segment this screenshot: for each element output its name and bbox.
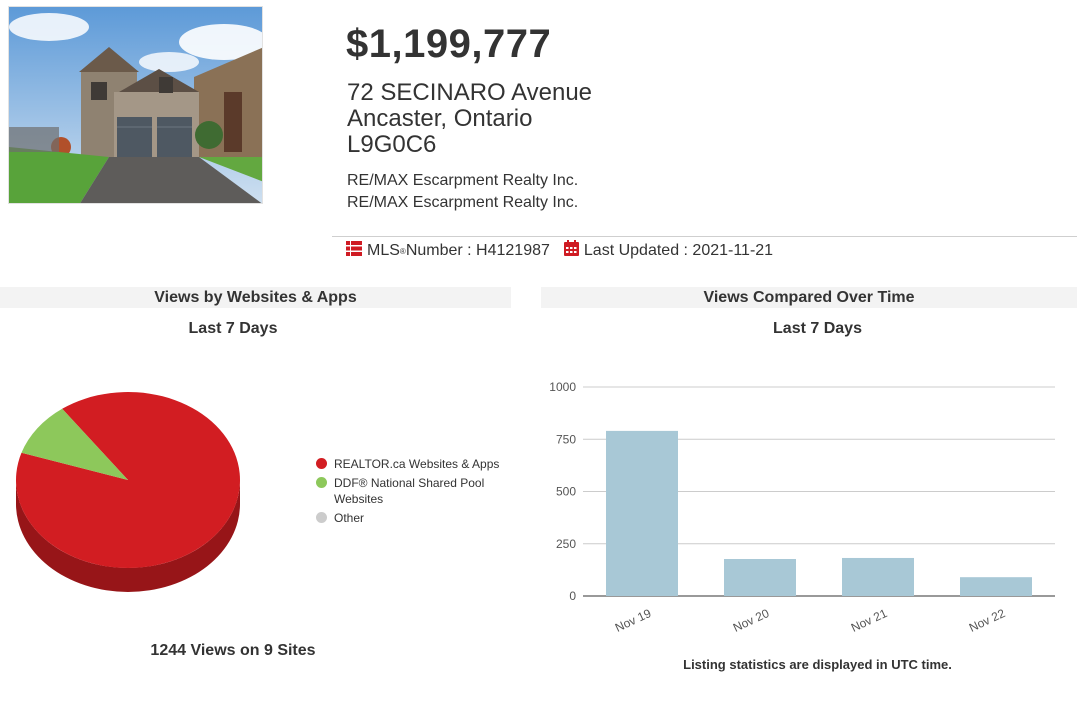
utc-footnote: Listing statistics are displayed in UTC … (683, 657, 952, 672)
legend-item[interactable]: Other (316, 510, 504, 526)
listing-photo[interactable] (8, 6, 263, 204)
x-tick-label: Nov 19 (613, 606, 654, 635)
legend-label: Other (334, 511, 365, 525)
legend-label: DDF® National Shared Pool Websites (334, 476, 485, 506)
bar-nov-20 (724, 559, 796, 596)
time-panel-subtitle: Last 7 Days (773, 320, 862, 337)
legend-item[interactable]: REALTOR.ca Websites & Apps (316, 456, 504, 472)
address-street: 72 SECINARO Avenue (347, 79, 593, 106)
x-tick-label: Nov 21 (849, 606, 890, 635)
list-icon (346, 240, 362, 262)
divider (332, 236, 1077, 237)
legend-swatch (316, 458, 327, 469)
pie-legend: REALTOR.ca Websites & Apps DDF® National … (316, 456, 504, 529)
legend-label: REALTOR.ca Websites & Apps (334, 457, 500, 471)
legend-item[interactable]: DDF® National Shared Pool Websites (316, 475, 504, 507)
websites-panel-subtitle: Last 7 Days (188, 320, 278, 337)
x-tick-label: Nov 22 (967, 606, 1008, 635)
calendar-icon (563, 240, 579, 262)
brokerage-name: RE/MAX Escarpment Realty Inc. (347, 172, 579, 189)
bar-chart: 0 250 500 750 1000 Nov 19 Nov 20 Nov 21 Nov 22 (540, 370, 1077, 655)
websites-panel-title: Views by Websites & Apps (0, 287, 511, 308)
last-updated: Last Updated : 2021-11-21 (583, 242, 774, 259)
address-city: Ancaster, Ontario (347, 105, 533, 132)
y-tick-label: 0 (569, 589, 576, 603)
mls-number: Number : H4121987 (405, 242, 550, 259)
y-tick-label: 750 (556, 432, 576, 446)
pie-slice-2 (21, 408, 128, 480)
pie-side-wall (16, 480, 240, 592)
time-panel-title: Views Compared Over Time (541, 287, 1077, 308)
y-tick-label: 250 (556, 537, 576, 551)
bar-chart-svg: 0 250 500 750 1000 Nov 19 Nov 20 Nov 21 Nov 22 (549, 380, 1055, 635)
x-tick-label: Nov 20 (731, 606, 772, 635)
pie-chart-svg (15, 392, 241, 592)
listing-meta: MLS ® Number : H4121987 Last Updated : 20… (346, 240, 773, 262)
brokerage-list: RE/MAX Escarpment Realty Inc. RE/MAX Esc… (347, 170, 578, 214)
mls-label: MLS (367, 242, 400, 259)
bar-nov-21 (842, 557, 914, 596)
house-photo-icon (9, 7, 262, 203)
bar-nov-22 (960, 577, 1032, 596)
mls-registered-mark: ® (399, 247, 406, 256)
legend-swatch (316, 477, 327, 488)
listing-price: $1,199,777 (346, 22, 552, 66)
bar-nov-19 (606, 430, 678, 596)
pie-chart (10, 380, 250, 605)
listing-address: 72 SECINARO Avenue Ancaster, Ontario L9G… (347, 80, 592, 158)
views-summary: 1244 Views on 9 Sites (150, 642, 316, 659)
y-tick-label: 1000 (549, 380, 576, 394)
y-tick-label: 500 (556, 485, 576, 499)
brokerage-name: RE/MAX Escarpment Realty Inc. (347, 194, 579, 211)
address-postal-code: L9G0C6 (347, 131, 437, 158)
legend-swatch (316, 512, 327, 523)
